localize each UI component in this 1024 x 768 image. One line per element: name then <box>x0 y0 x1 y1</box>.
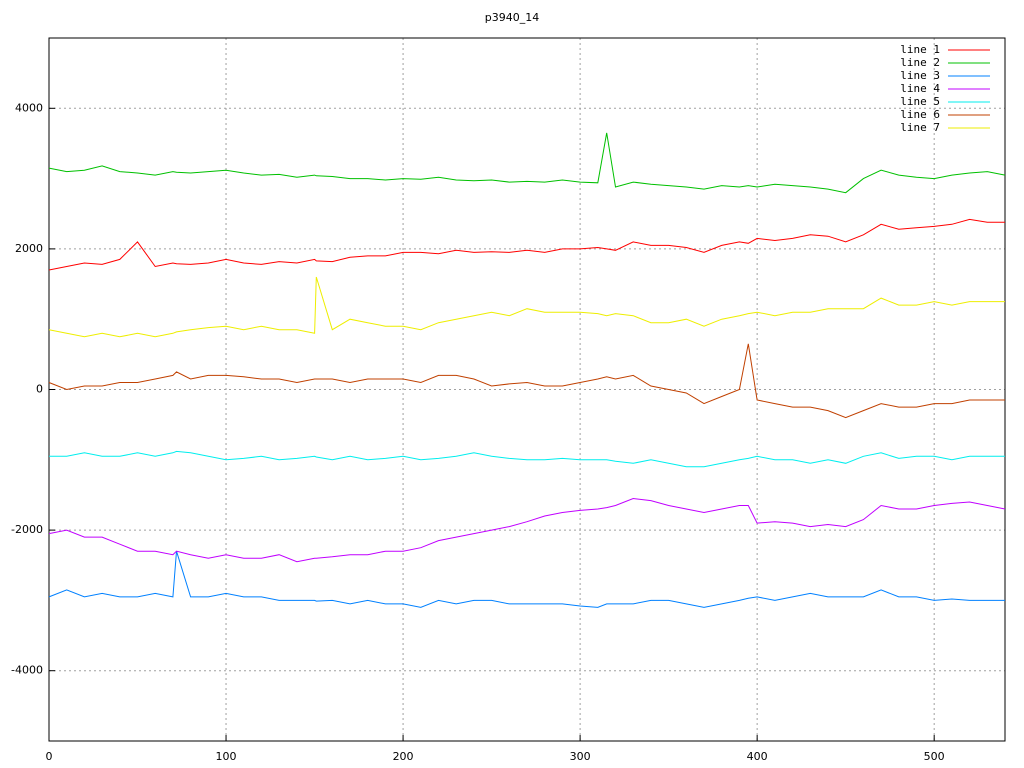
data-line <box>48 132 1006 194</box>
y-tick-label: 0 <box>36 383 43 396</box>
legend-label: line 6 <box>900 108 940 121</box>
data-line <box>49 450 1005 468</box>
y-tick-label: -4000 <box>11 664 43 677</box>
legend-label: line 1 <box>900 43 940 56</box>
data-line <box>48 218 1005 271</box>
data-line <box>48 343 1005 419</box>
x-tick-label: 300 <box>570 750 591 763</box>
data-line <box>48 551 1005 608</box>
x-tick-label: 0 <box>46 750 53 763</box>
plot-frame <box>48 37 1006 742</box>
data-line <box>48 497 1006 563</box>
legend-label: line 2 <box>900 56 940 69</box>
legend-label: line 7 <box>900 121 940 134</box>
x-tick-label: 100 <box>216 750 237 763</box>
data-line <box>48 276 1005 338</box>
y-tick-label: -2000 <box>11 523 43 536</box>
chart-title: p3940_14 <box>485 11 539 24</box>
x-tick-label: 400 <box>747 750 768 763</box>
legend-label: line 3 <box>900 69 940 82</box>
x-tick-label: 500 <box>924 750 945 763</box>
y-tick-label: 2000 <box>15 242 43 255</box>
y-tick-label: 4000 <box>15 101 43 114</box>
legend-label: line 4 <box>900 82 940 95</box>
legend-label: line 5 <box>900 95 940 108</box>
x-tick-label: 200 <box>393 750 414 763</box>
